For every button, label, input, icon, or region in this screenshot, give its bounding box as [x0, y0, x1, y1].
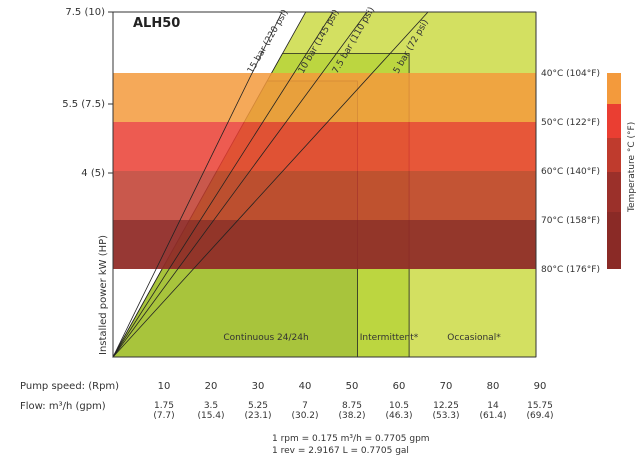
x-tick-flow-7: 14 — [487, 401, 499, 411]
y-axis-label: Installed power kW (HP) — [98, 235, 109, 355]
x-tick-gpm-4: (38.2) — [338, 411, 365, 421]
x-tick-gpm-8: (69.4) — [526, 411, 553, 421]
x-tick-flow-1: 3.5 — [204, 401, 218, 411]
temperature-swatch-3 — [607, 172, 621, 212]
temperature-legend — [607, 73, 621, 269]
temperature-swatch-2 — [607, 138, 621, 172]
x-ticks: 10 1.75(7.7) 20 3.5(15.4) 30 5.25(23.1) 40 7(30… — [153, 381, 553, 421]
x-tick-gpm-2: (23.1) — [244, 411, 271, 421]
temperature-label-2: 60°C (140°F) — [541, 167, 600, 177]
x-tick-flow-5: 10.5 — [389, 401, 409, 411]
x-tick-gpm-0: (7.7) — [153, 411, 174, 421]
x-tick-flow-2: 5.25 — [248, 401, 268, 411]
chart-title: ALH50 — [133, 16, 180, 31]
x-tick-gpm-7: (61.4) — [479, 411, 506, 421]
x-tick-rpm-8: 90 — [534, 381, 547, 392]
y-tick-label-1: 5.5 (7.5) — [62, 99, 105, 110]
pressure-line-2 — [112, 11, 368, 358]
x-tick-rpm-0: 10 — [158, 381, 171, 392]
temperature-label-4: 80°C (176°F) — [541, 265, 600, 275]
pressure-line-0 — [112, 11, 283, 358]
x-tick-gpm-5: (46.3) — [385, 411, 412, 421]
x-tick-rpm-6: 70 — [440, 381, 453, 392]
x-tick-rpm-7: 80 — [487, 381, 500, 392]
duty-zone-label-2: Occasional* — [447, 333, 501, 343]
x-tick-rpm-4: 50 — [346, 381, 359, 392]
pressure-line-3 — [112, 11, 429, 358]
temperature-label-3: 70°C (158°F) — [541, 216, 600, 226]
x-tick-flow-3: 7 — [302, 401, 308, 411]
x-tick-flow-8: 15.75 — [527, 401, 553, 411]
temperature-swatch-4 — [607, 212, 621, 269]
temperature-band-2 — [113, 171, 536, 220]
temperature-labels: 40°C (104°F) 50°C (122°F) 60°C (140°F) 70°C… — [541, 69, 600, 275]
temperature-swatch-1 — [607, 104, 621, 138]
x-tick-flow-4: 8.75 — [342, 401, 362, 411]
x-tick-rpm-5: 60 — [393, 381, 406, 392]
x-tick-rpm-3: 40 — [299, 381, 312, 392]
temperature-band-1 — [113, 122, 536, 171]
y-ticks: 7.5 (10) 5.5 (7.5) 4 (5) — [62, 7, 113, 179]
temperature-band-0 — [113, 73, 536, 122]
x-tick-rpm-2: 30 — [252, 381, 265, 392]
x-tick-rpm-1: 20 — [205, 381, 218, 392]
conversion-note-rpm: 1 rpm = 0.175 m³/h = 0.7705 gpm — [272, 434, 430, 444]
temperature-label-0: 40°C (104°F) — [541, 69, 600, 79]
x-tick-flow-6: 12.25 — [433, 401, 459, 411]
conversion-note-rev: 1 rev = 2.9167 L = 0.7705 gal — [272, 446, 409, 456]
x-tick-gpm-6: (53.3) — [432, 411, 459, 421]
duty-zone-label-0: Continuous 24/24h — [223, 333, 308, 343]
temperature-swatch-0 — [607, 73, 621, 104]
pressure-line-1 — [112, 11, 334, 358]
temperature-label-1: 50°C (122°F) — [541, 118, 600, 128]
flow-row-label: Flow: m³/h (gpm) — [20, 401, 106, 412]
duty-zone-label-1: Intermittent* — [360, 333, 419, 343]
x-tick-gpm-3: (30.2) — [291, 411, 318, 421]
y-tick-label-0: 7.5 (10) — [65, 7, 105, 18]
temperature-bands — [113, 73, 536, 269]
temperature-legend-label: Temperature °C (°F) — [627, 122, 637, 213]
pump-speed-row-label: Pump speed: (Rpm) — [20, 381, 119, 392]
x-tick-flow-0: 1.75 — [154, 401, 174, 411]
y-tick-label-2: 4 (5) — [81, 168, 105, 179]
duty-zone-labels: Continuous 24/24h Intermittent* Occasional… — [223, 333, 501, 343]
x-tick-gpm-1: (15.4) — [197, 411, 224, 421]
